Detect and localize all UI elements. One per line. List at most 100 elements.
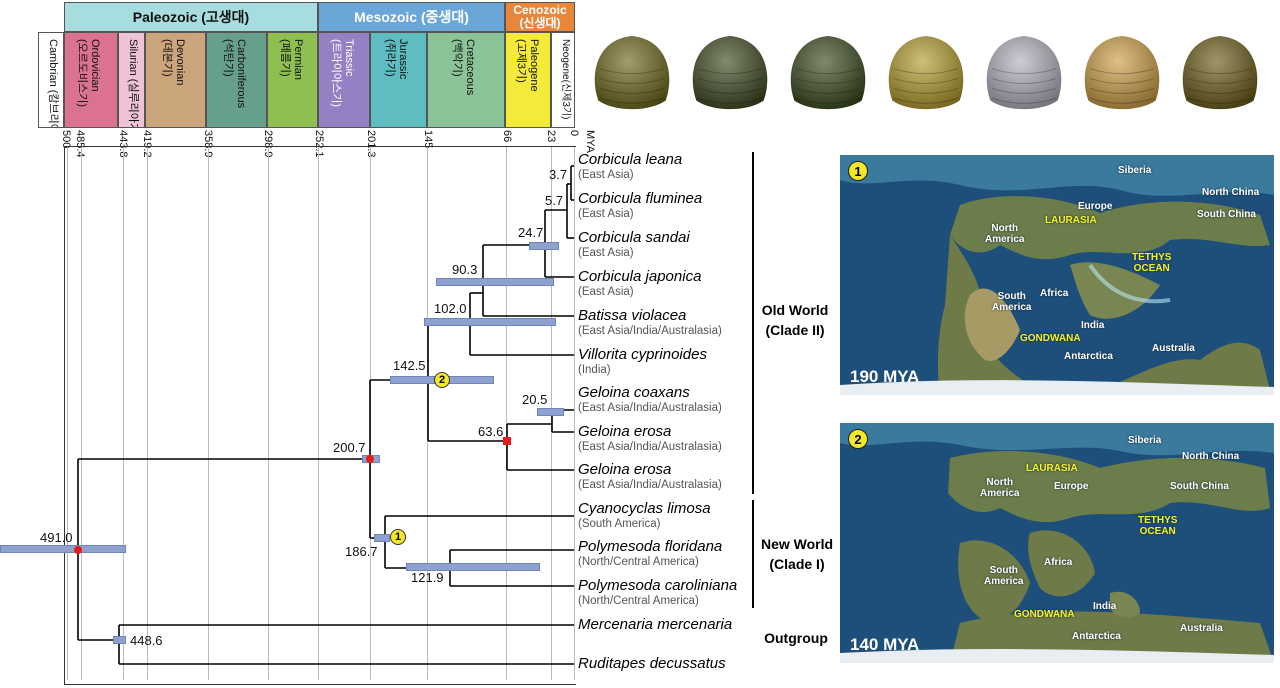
map-marker-2: 2 <box>848 429 868 449</box>
map1-north-america: North America <box>985 223 1025 245</box>
shell-growth-ring <box>599 97 665 104</box>
phylogenetic-tree <box>77 165 574 665</box>
map1-africa: Africa <box>1040 288 1069 299</box>
period-ordovician: Ordovician (오르도비스기) <box>64 32 118 128</box>
clade-bracket-old-world <box>752 152 754 494</box>
shell-growth-ring <box>599 78 665 84</box>
grid-line <box>123 146 124 680</box>
map2-europe: Europe <box>1054 481 1089 492</box>
hpd-bar-20 <box>537 408 564 416</box>
map2-south-china: South China <box>1170 481 1229 492</box>
map2-india: India <box>1093 601 1117 612</box>
period-permian: Permian (페름기) <box>267 32 318 128</box>
map1-india: India <box>1081 320 1105 331</box>
age-24: 24.7 <box>518 225 544 240</box>
node-marker-1: 1 <box>390 529 406 545</box>
plot-frame-bottom <box>64 684 576 685</box>
shell-growth-ring <box>991 78 1057 84</box>
paleomap-140: 2 Siberia North China South China Europe… <box>840 423 1274 663</box>
grid-line <box>147 146 148 680</box>
grid-line <box>574 146 575 680</box>
node-marker-2: 2 <box>434 372 450 388</box>
clade-bracket-new-world <box>752 500 754 608</box>
period-triassic: Triassic (트라이아스기) <box>318 32 370 128</box>
hpd-bar-121 <box>406 563 540 571</box>
age-200: 200.7 <box>333 440 366 455</box>
age-5: 5.7 <box>545 193 564 208</box>
map1-age: 190 MYA <box>850 367 920 386</box>
species-6: Geloina coaxans (East Asia/India/Australa… <box>578 384 722 415</box>
map2-south-america: South America <box>984 565 1024 587</box>
shell-growth-ring <box>893 78 959 84</box>
age-90: 90.3 <box>452 262 478 277</box>
map2-africa: Africa <box>1044 557 1073 568</box>
shell-growth-ring <box>991 87 1057 94</box>
map1-south-china: South China <box>1197 209 1256 220</box>
node-200 <box>366 455 374 463</box>
map2-tethys: TETHYS OCEAN <box>1138 515 1178 537</box>
age-63: 63.6 <box>478 424 504 439</box>
shell-growth-ring <box>1187 78 1253 84</box>
period-carboniferous: Carboniferous (석탄기) <box>206 32 267 128</box>
shell-growth-ring <box>1089 68 1155 75</box>
clade-old-world-label: Old World (Clade II) <box>761 302 829 338</box>
map2-australia: Australia <box>1180 623 1223 634</box>
age-121: 121.9 <box>411 570 444 585</box>
shell-growth-ring <box>599 87 665 94</box>
species-1: Corbicula fluminea (East Asia) <box>578 190 703 221</box>
hpd-bar-24 <box>529 242 559 250</box>
shell-growth-ring <box>795 97 861 104</box>
species-2: Corbicula sandai (East Asia) <box>578 229 690 260</box>
hpd-bar-186 <box>374 534 390 542</box>
clade-new-world-label: New World (Clade I) <box>760 536 834 572</box>
period-devonian: Devonian (데본기) <box>145 32 206 128</box>
shell-growth-ring <box>697 87 763 94</box>
shell-growth-ring <box>893 68 959 75</box>
map1-australia: Australia <box>1152 343 1195 354</box>
age-3: 3.7 <box>549 167 568 182</box>
period-jurassic: Jurassic (쥐라기) <box>370 32 427 128</box>
age-142: 142.5 <box>393 358 426 373</box>
hpd-bar-448 <box>113 636 126 644</box>
node-491 <box>74 546 82 554</box>
species-11: Polymesoda caroliniana (North/Central Ame… <box>578 577 738 608</box>
map1-north-china: North China <box>1202 187 1260 198</box>
age-102: 102.0 <box>434 301 467 316</box>
grid-line <box>318 146 319 680</box>
shell-shading <box>594 36 670 110</box>
map2-age: 140 MYA <box>850 635 920 654</box>
map2-north-china: North China <box>1182 451 1240 462</box>
age-491: 491.0 <box>40 530 73 545</box>
species-5: Villorita cyprinoides (India) <box>578 346 707 377</box>
species-8: Geloina erosa (East Asia/India/Australasi… <box>578 461 722 492</box>
species-9: Cyanocyclas limosa (South America) <box>578 500 711 531</box>
map1-south-america: South America <box>992 291 1032 313</box>
shell-shading <box>1182 36 1258 110</box>
species-0: Corbicula leana (East Asia) <box>578 151 683 182</box>
shell-growth-ring <box>697 97 763 104</box>
shell-growth-ring <box>795 78 861 84</box>
grid-line <box>208 146 209 680</box>
shell-growth-ring <box>1089 87 1155 94</box>
shell-growth-ring <box>1187 97 1253 104</box>
shell-shading <box>986 36 1062 110</box>
shell-growth-ring <box>1089 78 1155 84</box>
map1-laurasia: LAURASIA <box>1045 215 1097 226</box>
map2-siberia: Siberia <box>1128 435 1162 446</box>
shell-growth-ring <box>795 87 861 94</box>
plot-frame <box>64 146 65 684</box>
era-paleozoic: Paleozoic (고생대) <box>64 2 318 32</box>
shell-growth-ring <box>697 78 763 84</box>
species-13: Ruditapes decussatus <box>578 655 726 672</box>
grid-line <box>67 146 68 680</box>
shell-growth-ring <box>697 68 763 75</box>
shell-shading <box>692 36 768 110</box>
era-mesozoic: Mesozoic (중생대) <box>318 2 505 32</box>
map1-siberia: Siberia <box>1118 165 1152 176</box>
map1-tethys: TETHYS OCEAN <box>1132 252 1172 274</box>
shell-growth-ring <box>893 97 959 104</box>
shell-shading <box>888 36 964 110</box>
grid-line <box>506 146 507 680</box>
map2-north-america: North America <box>980 477 1020 499</box>
